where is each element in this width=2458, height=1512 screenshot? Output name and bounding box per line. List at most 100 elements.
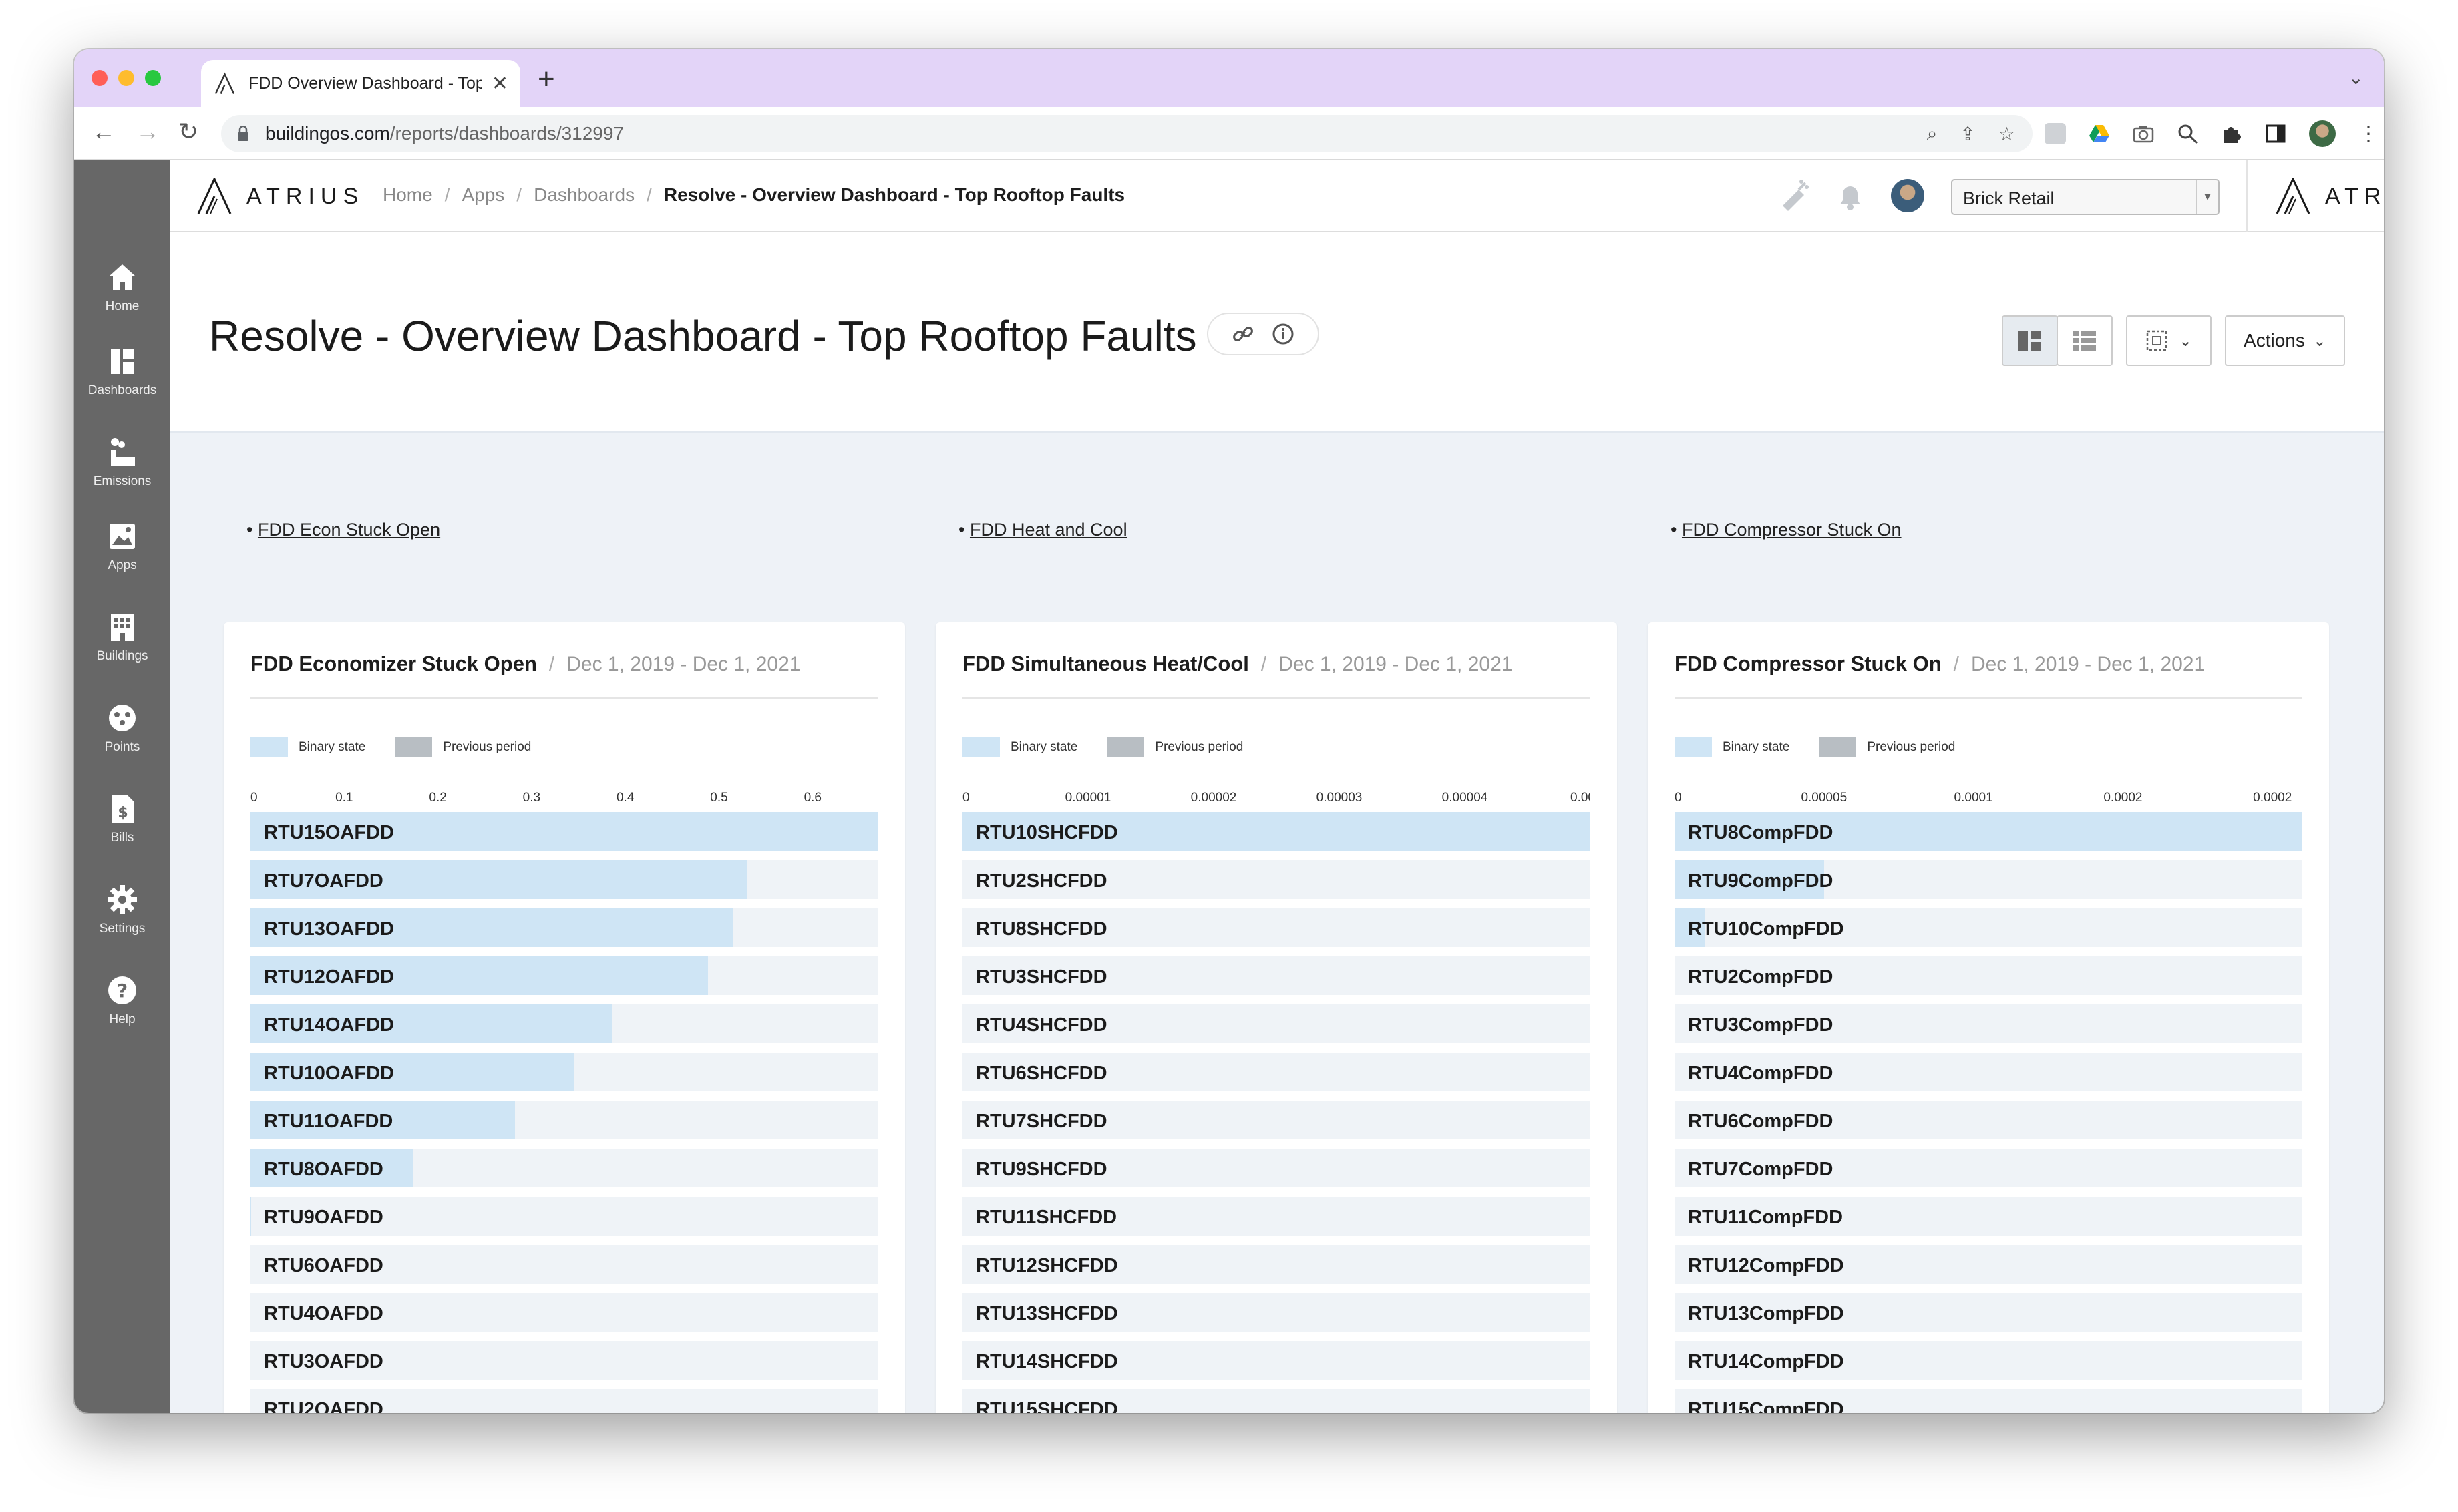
bar-row[interactable]: RTU10CompFDD [1675,908,2302,947]
bar[interactable] [250,908,733,947]
sidebar-item-help[interactable]: ? Help [74,974,170,1027]
bar-row[interactable]: RTU2CompFDD [1675,956,2302,995]
side-panel-icon[interactable] [2265,123,2286,144]
new-tab-button[interactable]: + [538,63,555,96]
layout-options-dropdown[interactable]: ⌄ [2126,315,2212,366]
share-icon[interactable]: ⇪ [1960,124,1976,144]
profile-avatar[interactable] [2309,120,2336,147]
camera-icon[interactable] [2133,123,2154,144]
link-compressor-stuck-on[interactable]: FDD Compressor Stuck On [1681,520,1902,540]
bar[interactable] [1675,908,1705,947]
extension-icon[interactable] [2045,123,2066,144]
legend-swatch-binary-state[interactable] [1675,737,1712,757]
sidebar-item-home[interactable]: Home [74,260,170,314]
bar-row[interactable]: RTU4CompFDD [1675,1053,2302,1091]
organization-select[interactable]: Brick Retail ▾ [1951,179,2220,215]
legend-swatch-binary-state[interactable] [250,737,288,757]
bar-row[interactable]: RTU14OAFDD [250,1004,878,1043]
grid-view-button[interactable] [2002,315,2058,366]
bar-row[interactable]: RTU8OAFDD [250,1149,878,1187]
notifications-bell-icon[interactable] [1833,179,1867,212]
bar[interactable] [250,956,708,995]
back-arrow-icon[interactable]: ← [92,118,116,145]
google-drive-icon[interactable] [2089,123,2110,144]
bar-row[interactable]: RTU13SHCFDD [962,1293,1590,1332]
breadcrumb-apps[interactable]: Apps [462,184,505,205]
info-icon[interactable] [1272,323,1294,345]
sidebar-item-emissions[interactable]: Emissions [74,435,170,489]
bar[interactable] [1675,812,2302,851]
bar[interactable] [250,1101,515,1139]
sidebar-item-apps[interactable]: Apps [74,520,170,573]
breadcrumb-home[interactable]: Home [383,184,433,205]
bar[interactable] [250,1149,414,1187]
bar-row[interactable]: RTU4SHCFDD [962,1004,1590,1043]
bar-row[interactable]: RTU15SHCFDD [962,1389,1590,1413]
bookmark-star-icon[interactable]: ☆ [1998,124,2015,144]
bar-row[interactable]: RTU15OAFDD [250,812,878,851]
sidebar-item-settings[interactable]: Settings [74,883,170,936]
browser-tab[interactable]: FDD Overview Dashboard - Top ✕ [201,60,520,107]
bar[interactable] [250,1053,575,1091]
address-bar[interactable]: buildingos.com/reports/dashboards/312997… [221,115,2033,152]
bar-row[interactable]: RTU10OAFDD [250,1053,878,1091]
sidebar-item-bills[interactable]: $ Bills [74,792,170,845]
reload-icon[interactable]: ↻ [178,118,199,145]
bar-row[interactable]: RTU12CompFDD [1675,1245,2302,1284]
bar-row[interactable]: RTU11OAFDD [250,1101,878,1139]
sidebar-item-buildings[interactable]: Buildings [74,610,170,664]
maximize-window-button[interactable] [145,70,161,86]
bar-row[interactable]: RTU3OAFDD [250,1341,878,1380]
bar[interactable] [250,812,878,851]
bar-row[interactable]: RTU15CompFDD [1675,1389,2302,1413]
bar-row[interactable]: RTU8SHCFDD [962,908,1590,947]
bar[interactable] [962,812,1590,851]
bar-row[interactable]: RTU14SHCFDD [962,1341,1590,1380]
bar-row[interactable]: RTU7SHCFDD [962,1101,1590,1139]
bar[interactable] [250,1004,612,1043]
sidebar-item-points[interactable]: Points [74,701,170,755]
search-extension-icon[interactable] [2177,123,2198,144]
user-avatar[interactable] [1891,179,1924,212]
tab-search-chevron-icon[interactable]: ⌄ [2348,67,2364,88]
bar-row[interactable]: RTU11SHCFDD [962,1197,1590,1236]
bar-row[interactable]: RTU3SHCFDD [962,956,1590,995]
bar-row[interactable]: RTU4OAFDD [250,1293,878,1332]
legend-swatch-previous-period[interactable] [1819,737,1857,757]
bar-row[interactable]: RTU13OAFDD [250,908,878,947]
bar-row[interactable]: RTU11CompFDD [1675,1197,2302,1236]
bar-row[interactable]: RTU12SHCFDD [962,1245,1590,1284]
bar[interactable] [1675,860,1824,899]
link-icon[interactable] [1232,323,1254,345]
list-view-button[interactable] [2057,315,2113,366]
atrius-logo[interactable]: ATRIUS [197,178,364,215]
tab-close-icon[interactable]: ✕ [491,72,508,95]
bar-row[interactable]: RTU2OAFDD [250,1389,878,1413]
minimize-window-button[interactable] [118,70,134,86]
bar-row[interactable]: RTU12OAFDD [250,956,878,995]
actions-dropdown[interactable]: Actions ⌄ [2225,315,2345,366]
bar-row[interactable]: RTU6SHCFDD [962,1053,1590,1091]
browser-menu-icon[interactable]: ⋮ [2358,122,2379,145]
legend-swatch-previous-period[interactable] [1107,737,1145,757]
link-econ-stuck-open[interactable]: FDD Econ Stuck Open [257,520,441,540]
legend-swatch-binary-state[interactable] [962,737,1000,757]
bar-row[interactable]: RTU7CompFDD [1675,1149,2302,1187]
bar-row[interactable]: RTU7OAFDD [250,860,878,899]
bar-row[interactable]: RTU10SHCFDD [962,812,1590,851]
bar[interactable] [250,1197,252,1236]
bar-row[interactable]: RTU9CompFDD [1675,860,2302,899]
bar-row[interactable]: RTU13CompFDD [1675,1293,2302,1332]
legend-swatch-previous-period[interactable] [395,737,433,757]
bar-row[interactable]: RTU8CompFDD [1675,812,2302,851]
bar-row[interactable]: RTU6OAFDD [250,1245,878,1284]
close-window-button[interactable] [92,70,108,86]
bar-row[interactable]: RTU3CompFDD [1675,1004,2302,1043]
forward-arrow-icon[interactable]: → [136,118,160,145]
breadcrumb-dashboards[interactable]: Dashboards [534,184,635,205]
bar-row[interactable]: RTU2SHCFDD [962,860,1590,899]
bar-row[interactable]: RTU6CompFDD [1675,1101,2302,1139]
bar-row[interactable]: RTU14CompFDD [1675,1341,2302,1380]
puzzle-extensions-icon[interactable] [2221,123,2242,144]
bar-row[interactable]: RTU9SHCFDD [962,1149,1590,1187]
